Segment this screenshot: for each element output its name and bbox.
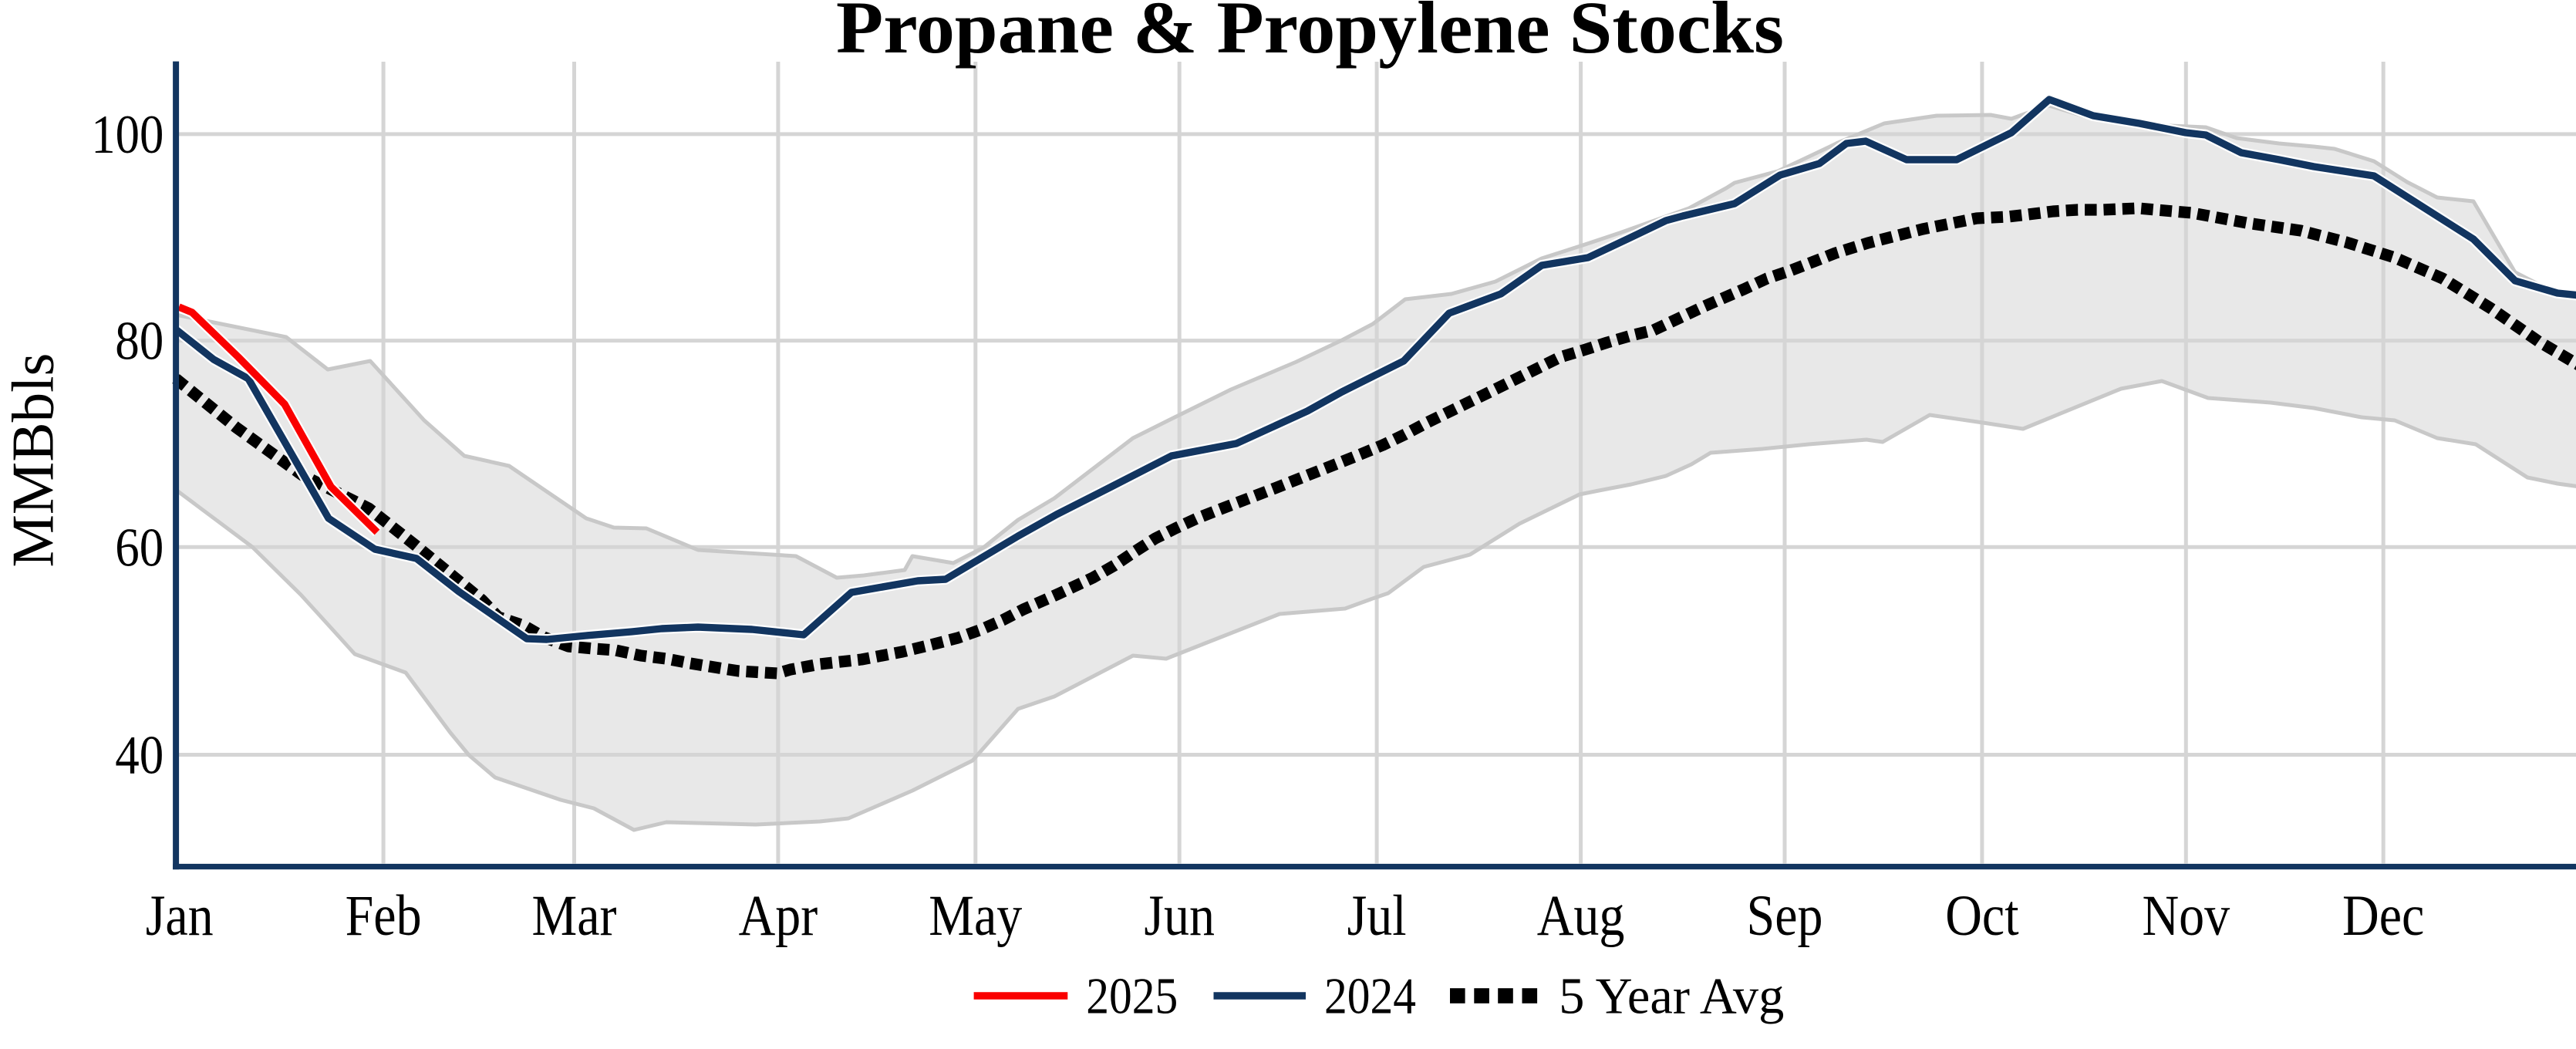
svg-text:Nov: Nov (2142, 884, 2230, 948)
svg-text:MMBbls: MMBbls (0, 353, 66, 568)
svg-text:Dec: Dec (2342, 884, 2424, 948)
svg-text:2025: 2025 (1086, 968, 1178, 1025)
svg-text:5 Year Avg: 5 Year Avg (1559, 968, 1784, 1025)
svg-text:Apr: Apr (739, 884, 818, 948)
svg-text:2024: 2024 (1324, 968, 1416, 1025)
svg-text:Aug: Aug (1537, 884, 1625, 948)
svg-text:100: 100 (91, 105, 164, 165)
svg-text:Sep: Sep (1747, 884, 1823, 948)
svg-text:May: May (929, 884, 1022, 948)
svg-text:60: 60 (115, 518, 164, 578)
svg-text:Oct: Oct (1945, 884, 2018, 948)
svg-text:Jan: Jan (146, 884, 214, 948)
svg-text:Jun: Jun (1144, 884, 1215, 948)
svg-text:40: 40 (115, 726, 164, 786)
svg-text:Feb: Feb (346, 884, 422, 948)
svg-text:Jul: Jul (1347, 884, 1407, 948)
svg-text:Propane & Propylene Stocks: Propane & Propylene Stocks (836, 0, 1784, 69)
svg-text:Mar: Mar (532, 884, 617, 948)
svg-text:80: 80 (115, 312, 164, 372)
